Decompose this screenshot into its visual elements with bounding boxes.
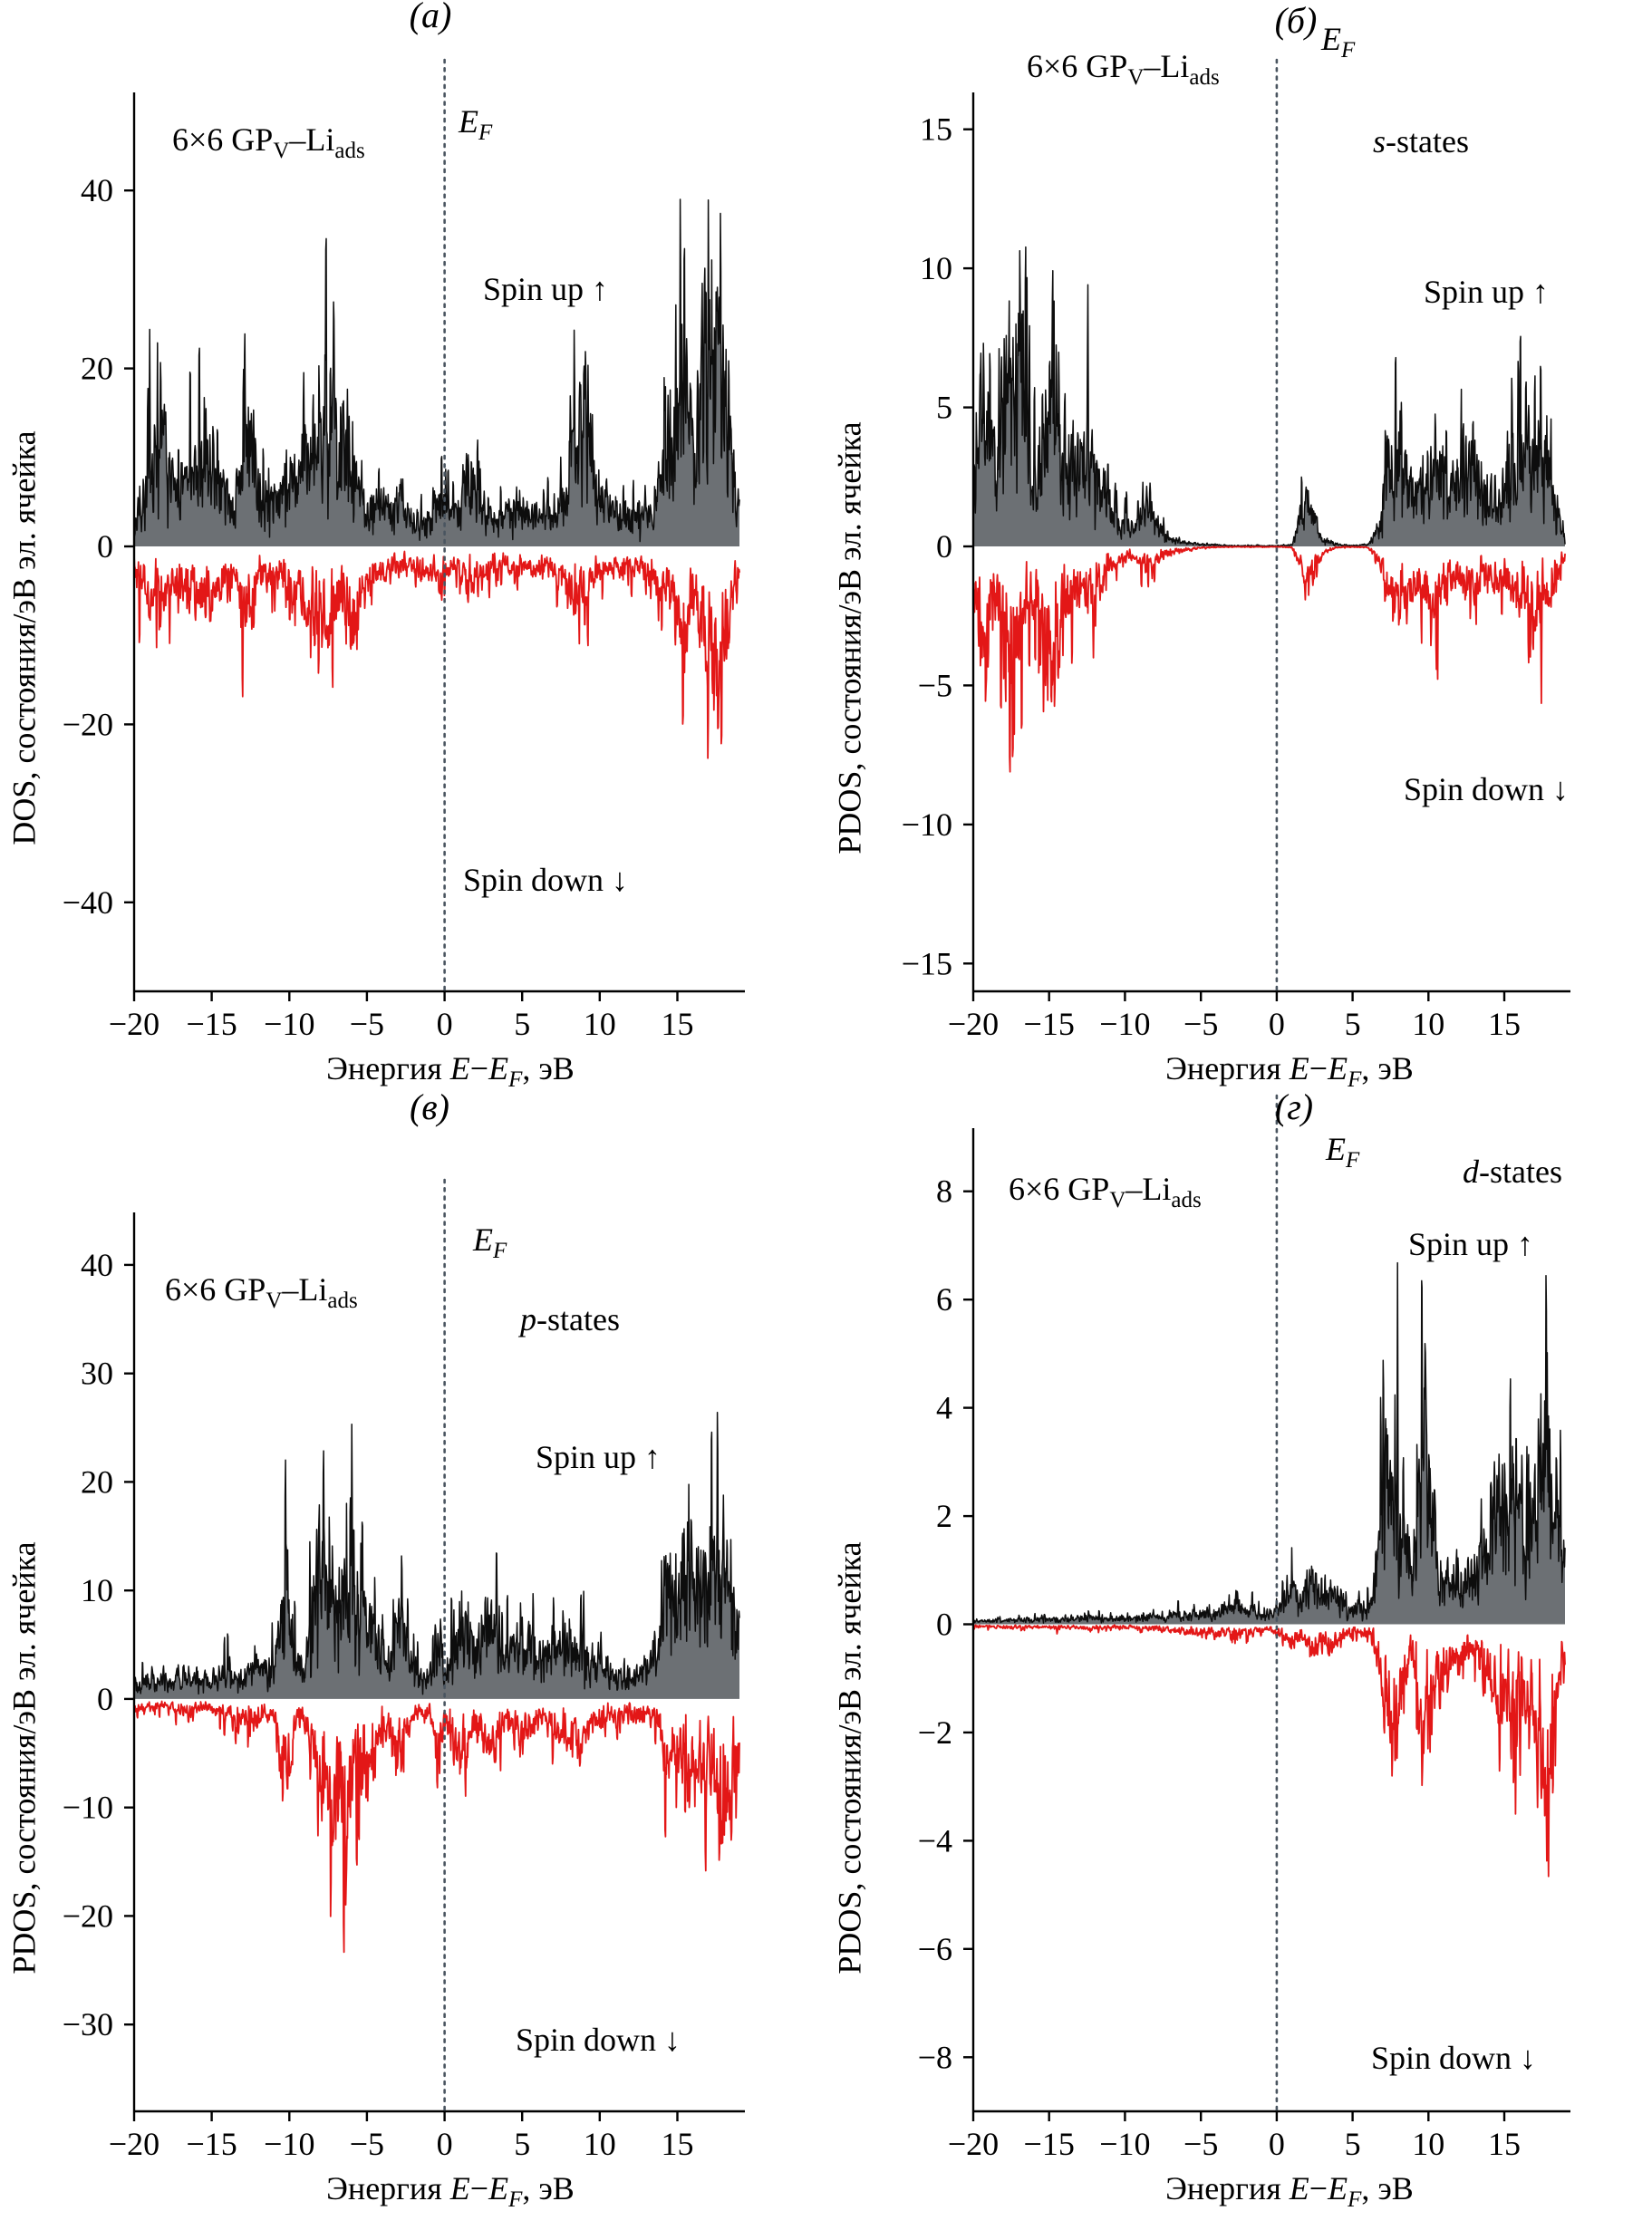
svg-text:(в): (в)	[410, 1086, 449, 1127]
svg-text:Spin up ↑: Spin up ↑	[536, 1439, 661, 1475]
svg-text:0: 0	[437, 1006, 453, 1042]
svg-text:−5: −5	[1183, 1006, 1218, 1042]
svg-text:4: 4	[936, 1390, 952, 1426]
svg-text:s-states: s-states	[1373, 123, 1469, 159]
svg-text:−10: −10	[1099, 1006, 1150, 1042]
svg-text:Spin up ↑: Spin up ↑	[483, 271, 608, 307]
svg-text:5: 5	[1345, 2126, 1361, 2162]
svg-text:5: 5	[1345, 1006, 1361, 1042]
svg-text:p-states: p-states	[517, 1301, 620, 1337]
svg-text:10: 10	[1412, 1006, 1444, 1042]
svg-text:Spin down ↓: Spin down ↓	[1404, 771, 1569, 807]
svg-text:0: 0	[97, 528, 113, 565]
svg-text:−20: −20	[109, 1006, 159, 1042]
svg-text:2: 2	[936, 1498, 952, 1534]
svg-text:−4: −4	[918, 1822, 952, 1859]
svg-text:Spin down ↓: Spin down ↓	[463, 862, 628, 898]
svg-text:−5: −5	[350, 2126, 384, 2162]
svg-text:0: 0	[936, 528, 952, 565]
svg-text:15: 15	[662, 1006, 694, 1042]
svg-text:15: 15	[1488, 1006, 1521, 1042]
svg-text:15: 15	[662, 2126, 694, 2162]
svg-text:5: 5	[514, 1006, 530, 1042]
svg-text:Spin up ↑: Spin up ↑	[1424, 274, 1549, 310]
svg-text:d-states: d-states	[1463, 1154, 1562, 1190]
svg-text:−15: −15	[902, 945, 952, 981]
svg-text:−10: −10	[264, 1006, 314, 1042]
svg-text:Spin down ↓: Spin down ↓	[516, 2022, 681, 2058]
svg-text:−20: −20	[63, 1897, 113, 1934]
svg-text:15: 15	[920, 111, 952, 148]
svg-text:0: 0	[97, 1681, 113, 1717]
svg-text:40: 40	[81, 172, 113, 208]
svg-text:10: 10	[920, 250, 952, 286]
svg-text:20: 20	[81, 1463, 113, 1500]
svg-text:−20: −20	[948, 1006, 999, 1042]
svg-text:Spin up ↑: Spin up ↑	[1408, 1226, 1533, 1262]
svg-text:15: 15	[1488, 2126, 1521, 2162]
svg-text:5: 5	[514, 2126, 530, 2162]
svg-text:Энергия E−EF, эВ: Энергия E−EF, эВ	[1165, 1050, 1414, 1092]
svg-text:−2: −2	[918, 1714, 952, 1751]
svg-text:−20: −20	[109, 2126, 159, 2162]
svg-text:PDOS, состояния/эВ эл. ячейка: PDOS, состояния/эВ эл. ячейка	[5, 1541, 42, 1974]
svg-text:Энергия E−EF, эВ: Энергия E−EF, эВ	[326, 1050, 575, 1092]
svg-text:−40: −40	[63, 884, 113, 921]
svg-text:−6: −6	[918, 1931, 952, 1967]
svg-text:(б): (б)	[1275, 0, 1318, 41]
svg-text:−15: −15	[1024, 2126, 1075, 2162]
svg-text:−15: −15	[186, 2126, 237, 2162]
svg-text:40: 40	[81, 1247, 113, 1283]
svg-text:−8: −8	[918, 2039, 952, 2075]
svg-text:5: 5	[936, 390, 952, 426]
svg-text:20: 20	[81, 351, 113, 387]
svg-text:−5: −5	[1183, 2126, 1218, 2162]
svg-text:10: 10	[584, 1006, 616, 1042]
svg-text:0: 0	[1269, 2126, 1285, 2162]
svg-text:6: 6	[936, 1281, 952, 1318]
svg-text:−5: −5	[350, 1006, 384, 1042]
svg-text:DOS, состояния/эВ эл. ячейка: DOS, состояния/эВ эл. ячейка	[5, 430, 42, 845]
svg-text:10: 10	[1412, 2126, 1444, 2162]
svg-text:−15: −15	[1024, 1006, 1075, 1042]
svg-text:−10: −10	[63, 1790, 113, 1826]
svg-text:(a): (a)	[410, 0, 452, 35]
svg-text:0: 0	[1269, 1006, 1285, 1042]
svg-text:0: 0	[936, 1607, 952, 1643]
svg-text:PDOS, состояния/эВ эл. ячейка: PDOS, состояния/эВ эл. ячейка	[831, 421, 867, 854]
svg-text:8: 8	[936, 1173, 952, 1210]
svg-text:−10: −10	[264, 2126, 314, 2162]
svg-text:Энергия E−EF, эВ: Энергия E−EF, эВ	[326, 2170, 575, 2212]
svg-text:−10: −10	[1099, 2126, 1150, 2162]
svg-text:Spin down ↓: Spin down ↓	[1371, 2040, 1536, 2076]
svg-text:30: 30	[81, 1356, 113, 1392]
svg-text:0: 0	[437, 2126, 453, 2162]
svg-text:−20: −20	[63, 706, 113, 742]
svg-text:−15: −15	[186, 1006, 237, 1042]
svg-text:(г): (г)	[1275, 1086, 1313, 1127]
svg-text:−10: −10	[902, 806, 952, 843]
svg-text:10: 10	[584, 2126, 616, 2162]
svg-text:PDOS, состояния/эВ эл. ячейка: PDOS, состояния/эВ эл. ячейка	[831, 1541, 867, 1974]
svg-text:−5: −5	[918, 667, 952, 703]
svg-text:10: 10	[81, 1572, 113, 1608]
svg-text:−30: −30	[63, 2006, 113, 2042]
svg-text:−20: −20	[948, 2126, 999, 2162]
svg-text:Энергия E−EF, эВ: Энергия E−EF, эВ	[1165, 2170, 1414, 2212]
